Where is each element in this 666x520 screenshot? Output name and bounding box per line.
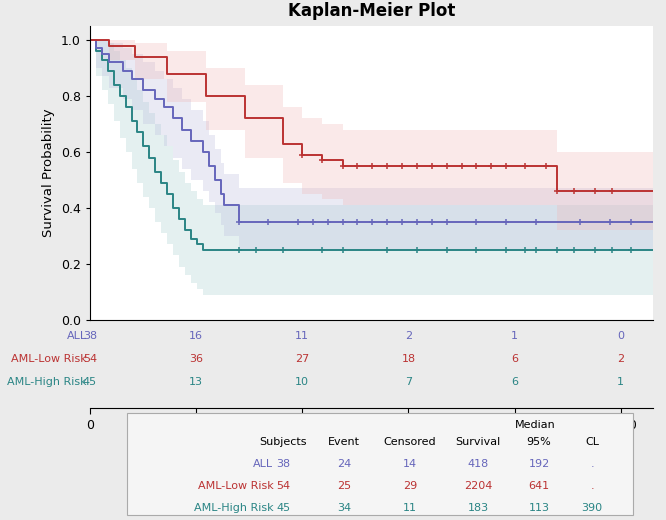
- Text: 6: 6: [511, 354, 518, 364]
- Text: 45: 45: [276, 503, 290, 513]
- Text: 18: 18: [402, 354, 416, 364]
- Y-axis label: Survival Probability: Survival Probability: [43, 109, 55, 237]
- Text: Subjects: Subjects: [260, 437, 307, 447]
- Text: Survival: Survival: [456, 437, 501, 447]
- Text: AML-Low Risk: AML-Low Risk: [198, 482, 273, 491]
- Text: 2204: 2204: [464, 482, 493, 491]
- Text: 54: 54: [83, 354, 97, 364]
- Text: 16: 16: [189, 331, 203, 342]
- Text: 29: 29: [403, 482, 417, 491]
- Text: 2: 2: [405, 331, 412, 342]
- Text: .: .: [590, 482, 594, 491]
- Text: 6: 6: [511, 377, 518, 387]
- Title: Kaplan-Meier Plot: Kaplan-Meier Plot: [288, 2, 455, 20]
- Text: 11: 11: [403, 503, 417, 513]
- Text: 38: 38: [83, 331, 97, 342]
- Text: 390: 390: [581, 503, 603, 513]
- Text: 13: 13: [189, 377, 203, 387]
- Text: 36: 36: [189, 354, 203, 364]
- Text: 641: 641: [529, 482, 549, 491]
- Text: Event: Event: [328, 437, 360, 447]
- Text: .: .: [590, 459, 594, 469]
- Text: AML-Low Risk: AML-Low Risk: [11, 354, 87, 364]
- Text: 1: 1: [511, 331, 518, 342]
- Text: 183: 183: [468, 503, 489, 513]
- Text: ALL: ALL: [253, 459, 273, 469]
- Text: Censored: Censored: [384, 437, 436, 447]
- Text: 0: 0: [617, 331, 624, 342]
- Text: AML-High Risk: AML-High Risk: [194, 503, 273, 513]
- Text: 113: 113: [529, 503, 549, 513]
- FancyBboxPatch shape: [127, 413, 633, 515]
- X-axis label: Disease-Free Survival Time: Disease-Free Survival Time: [269, 436, 474, 449]
- Text: 25: 25: [337, 482, 351, 491]
- Text: 24: 24: [337, 459, 351, 469]
- Text: 45: 45: [83, 377, 97, 387]
- Text: 7: 7: [405, 377, 412, 387]
- Text: Median: Median: [515, 421, 555, 431]
- Text: 34: 34: [337, 503, 351, 513]
- Text: 2: 2: [617, 354, 625, 364]
- Text: 54: 54: [276, 482, 290, 491]
- Text: 27: 27: [295, 354, 310, 364]
- Text: 38: 38: [276, 459, 290, 469]
- Text: 11: 11: [295, 331, 309, 342]
- Text: 95%: 95%: [527, 437, 551, 447]
- Text: ALL: ALL: [67, 331, 87, 342]
- Text: AML-High Risk: AML-High Risk: [7, 377, 87, 387]
- Text: 10: 10: [295, 377, 309, 387]
- Text: CL: CL: [585, 437, 599, 447]
- Text: 418: 418: [468, 459, 489, 469]
- Text: 14: 14: [403, 459, 417, 469]
- Text: 1: 1: [617, 377, 624, 387]
- Text: 192: 192: [528, 459, 549, 469]
